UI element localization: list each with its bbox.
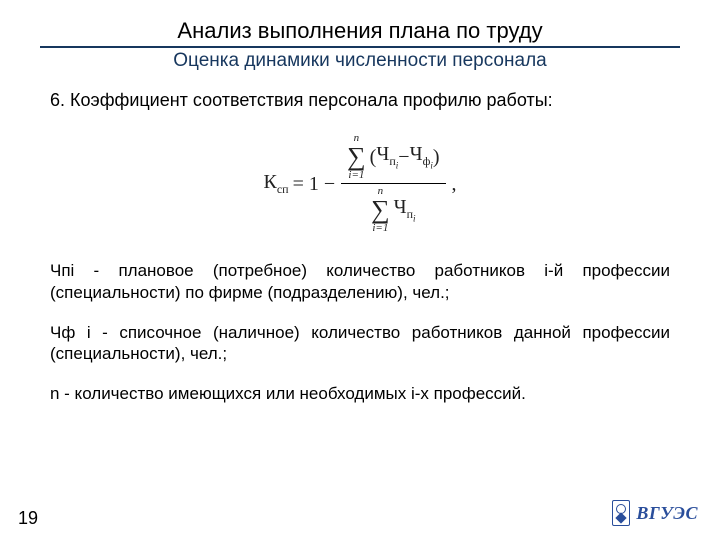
sigma-bottom: i=1 <box>348 170 364 181</box>
page-number: 19 <box>18 509 38 528</box>
sigma-denominator: n ∑ i=1 <box>371 186 390 234</box>
definition-chpi: Чпi - плановое (потребное) количество ра… <box>50 260 670 304</box>
paren-open: ( <box>370 147 377 167</box>
definition-n: n - количество имеющихся или необходимых… <box>50 383 670 405</box>
den-sub: пi <box>407 207 416 221</box>
formula: Ксп = 1 − n ∑ i=1 ( Чпi − Чфi <box>40 131 680 236</box>
slide-subtitle: Оценка динамики численности персонала <box>40 50 680 72</box>
definitions: Чпi - плановое (потребное) количество ра… <box>50 260 670 405</box>
formula-lhs: Ксп <box>263 172 288 195</box>
slide-title: Анализ выполнения плана по труду <box>177 18 542 43</box>
formula-tail: , <box>452 174 457 194</box>
term-chp-sub: пi <box>389 154 398 168</box>
term-chp: Чпi <box>376 144 398 170</box>
paren-close: ) <box>433 147 440 167</box>
sigma-bottom-den: i=1 <box>372 223 388 234</box>
term-chf-sub: фi <box>423 154 433 168</box>
item-heading: 6. Коэффициент соответствия персонала пр… <box>50 90 670 111</box>
definition-chfi: Чф i - списочное (наличное) количество р… <box>50 322 670 366</box>
den-subsub: i <box>413 213 416 223</box>
minus: − <box>398 147 409 167</box>
den-main: Ч <box>394 196 407 218</box>
sigma-symbol-den: ∑ <box>371 197 390 223</box>
title-block: Анализ выполнения плана по труду <box>40 18 680 44</box>
title-underline <box>40 46 680 48</box>
sigma-numerator: n ∑ i=1 <box>347 133 366 181</box>
formula-numerator: n ∑ i=1 ( Чпi − Чфi ) <box>341 131 445 183</box>
sigma-symbol: ∑ <box>347 144 366 170</box>
footer-logo: ВГУЭС <box>612 500 698 526</box>
formula-lhs-main: К <box>263 171 276 193</box>
formula-eq: = 1 − <box>293 174 336 194</box>
term-chf: Чфi <box>410 144 433 170</box>
formula-lhs-sub: сп <box>277 182 289 196</box>
slide: Анализ выполнения плана по труду Оценка … <box>0 0 720 540</box>
den-term: Чпi <box>394 197 416 223</box>
term-chf-main: Ч <box>410 143 423 165</box>
logo-icon <box>612 500 630 526</box>
formula-fraction: n ∑ i=1 ( Чпi − Чфi ) <box>341 131 445 236</box>
term-chp-main: Ч <box>376 143 389 165</box>
logo-text: ВГУЭС <box>636 503 698 524</box>
formula-denominator: n ∑ i=1 Чпi <box>365 184 421 236</box>
